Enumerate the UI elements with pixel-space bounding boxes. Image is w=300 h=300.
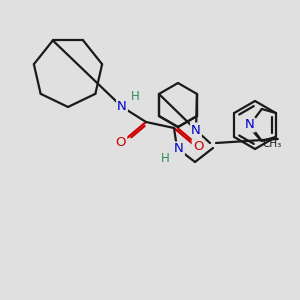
Text: N: N bbox=[174, 142, 184, 155]
Text: O: O bbox=[116, 136, 126, 149]
Text: N: N bbox=[245, 118, 255, 131]
Text: H: H bbox=[130, 91, 140, 103]
Text: O: O bbox=[193, 140, 203, 152]
Text: CH₃: CH₃ bbox=[263, 139, 282, 149]
Text: N: N bbox=[191, 124, 201, 136]
Text: H: H bbox=[160, 152, 169, 164]
Text: N: N bbox=[117, 100, 127, 112]
